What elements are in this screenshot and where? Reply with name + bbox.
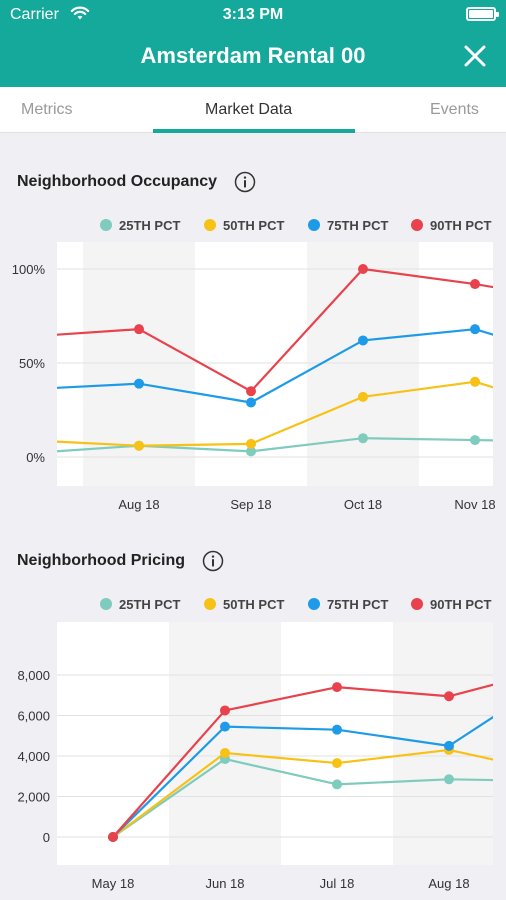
x-tick-label: Aug 18 [118,497,159,512]
legend-dot-50th [204,598,216,610]
nav-bar: Amsterdam Rental 00 [0,30,506,87]
x-tick-label: May 18 [92,876,135,891]
info-icon[interactable] [202,550,224,572]
y-tick-label: 0% [26,450,45,465]
x-tick-label: Jul 18 [320,876,355,891]
tab-market-data[interactable]: Market Data [205,101,293,118]
series-group [57,264,493,457]
data-point-4 [220,705,230,716]
pricing-title: Neighborhood Pricing [17,552,185,569]
legend-item-25th: 25TH PCT [100,594,180,614]
tab-metrics[interactable]: Metrics [21,101,73,118]
occupancy-legend: 25TH PCT 50TH PCT 75TH PCT 90TH PCT [0,215,506,235]
y-tick-label: 8,000 [17,668,50,683]
legend-label-50th: 50TH PCT [223,596,285,612]
series-line-2 [57,380,493,447]
legend-dot-90th [411,598,423,610]
carrier-label: Carrier [10,6,59,23]
legend-label-90th: 90TH PCT [430,217,492,233]
grid-band [393,622,493,865]
legend-label-75th: 75TH PCT [327,217,389,233]
data-point-3 [332,724,342,735]
series-line-1 [57,437,493,453]
legend-dot-90th [411,219,423,231]
legend-dot-50th [204,219,216,231]
x-tick-label: Sep 18 [230,497,271,512]
legend-item-50th: 50TH PCT [204,215,284,235]
tab-bar: Metrics Market Data Events [0,87,506,133]
legend-item-90th: 90TH PCT [411,215,491,235]
x-tick-label: Oct 18 [344,497,382,512]
data-point-2 [470,376,480,387]
tab-events[interactable]: Events [430,101,479,118]
close-icon[interactable] [460,41,490,71]
legend-item-90th: 90TH PCT [411,594,491,614]
data-point-4 [246,386,256,397]
wifi-icon [70,6,90,20]
y-tick-label: 4,000 [17,749,50,764]
occupancy-title: Neighborhood Occupancy [17,173,218,190]
info-icon[interactable] [234,171,256,193]
legend-item-25th: 25TH PCT [100,215,180,235]
grid-band [169,622,281,865]
legend-item-50th: 50TH PCT [204,594,284,614]
y-tick-label: 2,000 [17,790,50,805]
x-tick-label: Nov 18 [454,497,495,512]
data-point-1 [246,446,256,457]
grid-band [307,242,419,486]
legend-dot-25th [100,598,112,610]
battery-icon [466,7,499,21]
data-point-4 [134,324,144,335]
legend-label-25th: 25TH PCT [119,596,181,612]
data-point-1 [470,435,480,446]
data-point-2 [358,391,368,402]
series-line-4 [57,267,493,393]
data-point-4 [358,264,368,274]
data-point-2 [332,758,342,769]
data-point-3 [444,740,454,751]
legend-item-75th: 75TH PCT [308,594,388,614]
data-point-4 [108,832,118,842]
occupancy-chart: 0% 50% 100% Aug 18 Sep 18 Oct 18 Nov 18 [12,242,496,512]
legend-label-25th: 25TH PCT [119,217,181,233]
y-tick-label: 50% [19,356,45,371]
page-title: Amsterdam Rental 00 [140,43,366,68]
data-point-4 [444,691,454,702]
y-tick-label: 6,000 [17,709,50,724]
data-point-3 [358,335,368,346]
legend-item-75th: 75TH PCT [308,215,388,235]
data-point-1 [332,779,342,790]
pricing-legend: 25TH PCT 50TH PCT 75TH PCT 90TH PCT [0,594,506,614]
legend-dot-75th [308,598,320,610]
y-tick-label: 0 [43,830,50,845]
series-group [108,682,493,842]
data-point-4 [470,279,480,290]
data-point-3 [246,397,256,408]
data-point-4 [332,682,342,693]
legend-label-50th: 50TH PCT [223,217,285,233]
status-time: 3:13 PM [222,6,284,23]
data-point-1 [444,774,454,785]
pricing-chart: 0 2,000 4,000 6,000 8,000 May 18 Jun 18 Jul 18 A… [17,622,493,891]
x-tick-label: Aug 18 [428,876,469,891]
data-point-1 [358,433,368,444]
data-point-2 [134,440,144,451]
data-point-3 [134,378,144,389]
series-line-3 [57,328,493,404]
data-point-2 [246,438,256,449]
data-point-2 [220,747,230,758]
data-point-3 [470,324,480,335]
legend-label-90th: 90TH PCT [430,596,492,612]
data-point-3 [220,721,230,732]
legend-dot-25th [100,219,112,231]
y-tick-label: 100% [12,262,46,277]
legend-dot-75th [308,219,320,231]
status-bar: Carrier 3:13 PM [0,0,506,30]
x-tick-label: Jun 18 [205,876,244,891]
active-tab-indicator [153,129,355,133]
legend-label-75th: 75TH PCT [327,596,389,612]
